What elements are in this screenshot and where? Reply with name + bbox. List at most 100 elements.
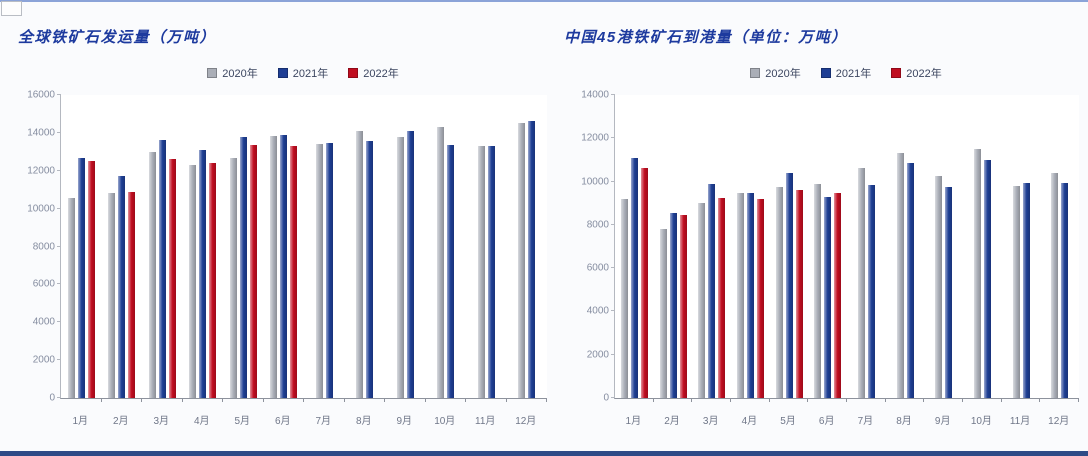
bar	[396, 136, 404, 398]
bar	[366, 141, 374, 398]
bar	[77, 157, 85, 398]
bar	[669, 212, 677, 398]
bar	[640, 167, 648, 398]
bar	[906, 162, 914, 398]
y-axis-tick-mark	[611, 267, 615, 269]
bar	[756, 198, 764, 398]
bar-group	[1040, 95, 1079, 402]
legend-item: 2022年	[348, 65, 399, 81]
bar	[896, 153, 904, 398]
legend-swatch-icon	[207, 68, 218, 78]
bar	[487, 146, 495, 398]
bar	[148, 151, 156, 398]
x-axis-tick-label: 7月	[315, 416, 332, 427]
x-axis-tick-label: 9月	[934, 416, 951, 427]
x-axis-tick-label: 12月	[515, 416, 537, 427]
bar	[447, 145, 455, 398]
bar	[87, 161, 95, 398]
bar	[128, 191, 136, 398]
bar-group	[426, 95, 467, 402]
legend-item: 2021年	[820, 65, 871, 81]
bar	[824, 196, 832, 398]
bar-group	[886, 95, 925, 402]
bar	[67, 198, 75, 398]
y-axis-tick-mark	[611, 310, 615, 312]
bar	[867, 184, 875, 398]
x-axis-tick-label: 8月	[896, 416, 912, 427]
legend-label: 2020年	[765, 68, 801, 80]
bar-group	[654, 95, 693, 402]
legend: 2020年 2021年 2022年	[60, 66, 546, 80]
x-axis-tick-label: 1月	[625, 416, 642, 427]
legend-label: 2020年	[222, 68, 258, 80]
x-axis-tick-label: 6月	[818, 416, 835, 427]
x-axis-tick-label: 4月	[741, 416, 758, 427]
bar	[158, 139, 166, 398]
y-axis-tick-mark	[57, 207, 61, 209]
bar	[437, 127, 445, 398]
legend-swatch-icon	[348, 68, 359, 78]
bar-group	[615, 95, 654, 402]
y-axis-tick-label: 14000	[27, 127, 55, 139]
chart-title: 中国45港铁矿石到港量（单位：万吨）	[564, 29, 848, 46]
bar	[356, 130, 364, 398]
bottom-border-line	[0, 451, 1088, 456]
bar	[518, 123, 526, 398]
bar-group	[808, 95, 847, 402]
bar-groups	[615, 95, 1079, 402]
bar-groups	[61, 95, 548, 402]
bar-group	[183, 95, 224, 402]
bar	[708, 183, 716, 398]
bar-group	[507, 95, 548, 402]
legend-label: 2022年	[906, 68, 942, 80]
bar	[736, 193, 744, 398]
y-axis-tick-mark	[57, 321, 61, 323]
legend-swatch-icon	[750, 68, 761, 78]
y-axis-tick-label: 10000	[581, 176, 609, 188]
x-axis-labels: 1月 2月 3月 4月 5月 6月 7月 8月 9月 10月 11月 12月	[60, 406, 546, 427]
bar	[785, 172, 793, 398]
bar	[477, 146, 485, 398]
x-axis-tick-label: 8月	[355, 416, 372, 427]
bar	[795, 190, 803, 398]
bar	[315, 144, 323, 398]
bar	[983, 159, 991, 398]
bar-group	[385, 95, 426, 402]
x-axis-tick-label: 3月	[702, 416, 719, 427]
bar	[118, 176, 126, 398]
bar-group	[692, 95, 731, 402]
bar	[746, 193, 754, 398]
y-axis-tick-label: 14000	[581, 89, 609, 101]
bar	[249, 145, 257, 398]
bar	[945, 186, 953, 398]
y-axis-tick-label: 2000	[586, 349, 609, 361]
x-axis-tick-label: 12月	[1048, 416, 1070, 427]
bar	[973, 149, 981, 398]
legend-item: 2022年	[891, 65, 942, 81]
bar	[168, 159, 176, 398]
legend-label: 2022年	[363, 68, 399, 80]
legend: 2020年 2021年 2022年	[614, 66, 1078, 80]
y-axis-tick-mark	[611, 353, 615, 355]
legend-swatch-icon	[820, 68, 831, 78]
bar-group	[770, 95, 809, 402]
x-axis-tick-label: 10月	[970, 416, 992, 427]
bar	[325, 143, 333, 398]
y-axis-tick-mark	[57, 131, 61, 133]
bar	[406, 130, 414, 398]
bar	[1022, 182, 1030, 398]
bar	[718, 197, 726, 398]
plot-area: 0 2000 4000 6000 8000 10000 12000 14000	[581, 90, 1079, 404]
bar-group	[847, 95, 886, 402]
bar	[1061, 182, 1069, 398]
y-axis-tick-label: 12000	[581, 132, 609, 144]
bar-group	[466, 95, 507, 402]
x-axis-tick-label: 5月	[234, 416, 251, 427]
bar	[1012, 185, 1020, 398]
bar	[679, 215, 687, 398]
bar	[229, 158, 237, 398]
legend-swatch-icon	[277, 68, 288, 78]
x-axis-tick-label: 3月	[153, 416, 170, 427]
y-axis-tick-label: 12000	[27, 165, 55, 177]
y-axis-tick-label: 8000	[32, 241, 55, 252]
